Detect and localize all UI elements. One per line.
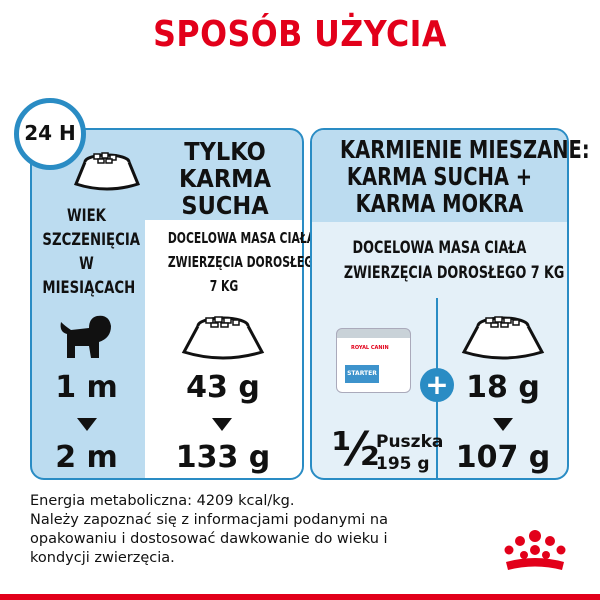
age-from: 1 m (55, 370, 118, 405)
age-to: 2 m (55, 440, 118, 475)
footer-line: Energia metaboliczna: 4209 kcal/kg. (30, 493, 295, 509)
target-line: 7 KG (209, 277, 239, 295)
dose-to: 133 g (175, 440, 271, 475)
age-header-line: W (79, 254, 94, 274)
bowl-icon (461, 316, 545, 360)
target-line: ZWIERZĘCIA DOROSŁEGO (167, 253, 323, 271)
can-label: STARTER (345, 365, 379, 383)
bowl-icon (181, 316, 265, 360)
header-line: TYLKO (184, 137, 266, 166)
dry-food-panel (30, 128, 304, 480)
plus-icon: + (420, 368, 454, 402)
page-title: SPOSÓB UŻYCIA (153, 14, 447, 55)
dry-food-header: TYLKO KARMA SUCHA (167, 138, 284, 219)
bowl-icon (73, 152, 141, 191)
clock-label: 24 H (24, 121, 76, 145)
arrow-down-icon (493, 418, 513, 431)
age-header: WIEK SZCZENIĘCIA W MIESIĄCACH (42, 204, 141, 300)
puppy-icon (60, 315, 111, 358)
bottom-red-bar (0, 594, 600, 600)
can-weight: 195 g (376, 454, 430, 474)
age-header-line: SZCZENIĘCIA (42, 230, 141, 250)
dose-from: 18 g (466, 370, 540, 405)
clock-icon: 24 H (14, 98, 86, 170)
target-line: DOCELOWA MASA CIAŁA (167, 229, 316, 247)
footer-line: opakowaniu i dostosować dawkowanie do wi… (30, 531, 388, 547)
header-line: KARMA MOKRA (355, 189, 524, 218)
header-line: SUCHA (181, 191, 269, 220)
arrow-down-icon (212, 418, 232, 431)
age-header-line: MIESIĄCACH (42, 278, 136, 298)
dose-from: 43 g (186, 370, 260, 405)
royal-canin-crown-logo (504, 530, 566, 570)
footer-note: Energia metaboliczna: 4209 kcal/kg. Nale… (30, 492, 490, 568)
wet-food-can-image: ROYAL CANIN STARTER (336, 328, 411, 393)
can-fraction: ½ (332, 422, 380, 476)
age-header-line: WIEK (67, 206, 106, 226)
footer-line: Należy zapoznać się z informacjami podan… (30, 512, 388, 528)
can-brand: ROYAL CANIN (351, 345, 389, 351)
mixed-food-header: KARMIENIE MIESZANE: KARMA SUCHA + KARMA … (340, 135, 590, 218)
arrow-down-icon (77, 418, 97, 431)
target-line: ZWIERZĘCIA DOROSŁEGO 7 KG (343, 263, 565, 283)
mixed-header-bg (312, 130, 567, 222)
can-unit: Puszka (376, 432, 444, 452)
header-line: KARMA SUCHA + (346, 162, 533, 191)
footer-line: kondycji zwierzęcia. (30, 550, 175, 566)
target-line: DOCELOWA MASA CIAŁA (352, 238, 527, 258)
target-weight-label: DOCELOWA MASA CIAŁA ZWIERZĘCIA DOROSŁEGO… (167, 226, 323, 298)
header-line: KARMIENIE MIESZANE: (340, 135, 590, 164)
target-weight-label: DOCELOWA MASA CIAŁA ZWIERZĘCIA DOROSŁEGO… (343, 236, 565, 286)
header-line: KARMA (179, 164, 271, 193)
mixed-food-panel (310, 128, 569, 480)
dose-to: 107 g (455, 440, 551, 475)
